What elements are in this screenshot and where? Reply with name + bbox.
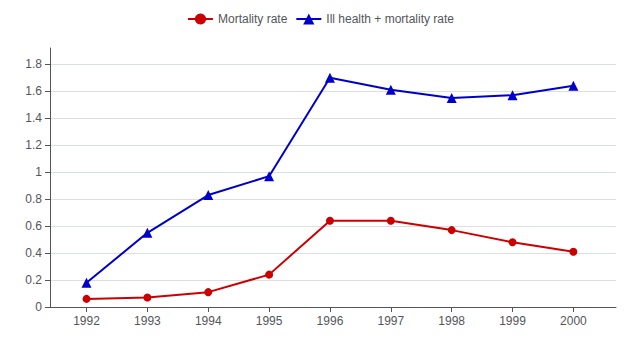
svg-text:1997: 1997 [377,314,404,328]
svg-text:0.8: 0.8 [25,192,42,206]
svg-text:1998: 1998 [438,314,465,328]
svg-text:1.2: 1.2 [25,138,42,152]
svg-text:1.4: 1.4 [25,111,42,125]
svg-text:2000: 2000 [560,314,587,328]
svg-text:1993: 1993 [134,314,161,328]
svg-text:1: 1 [35,165,42,179]
svg-text:0.2: 0.2 [25,273,42,287]
svg-text:1.6: 1.6 [25,84,42,98]
svg-text:1999: 1999 [499,314,526,328]
svg-text:0.4: 0.4 [25,246,42,260]
svg-text:0: 0 [35,300,42,314]
svg-text:1.8: 1.8 [25,57,42,71]
svg-text:Ill health + mortality rate: Ill health + mortality rate [326,12,454,26]
svg-text:1994: 1994 [195,314,222,328]
svg-text:0.6: 0.6 [25,219,42,233]
svg-text:1992: 1992 [73,314,100,328]
svg-text:Mortality rate: Mortality rate [218,12,288,26]
svg-text:1996: 1996 [317,314,344,328]
svg-text:1995: 1995 [256,314,283,328]
